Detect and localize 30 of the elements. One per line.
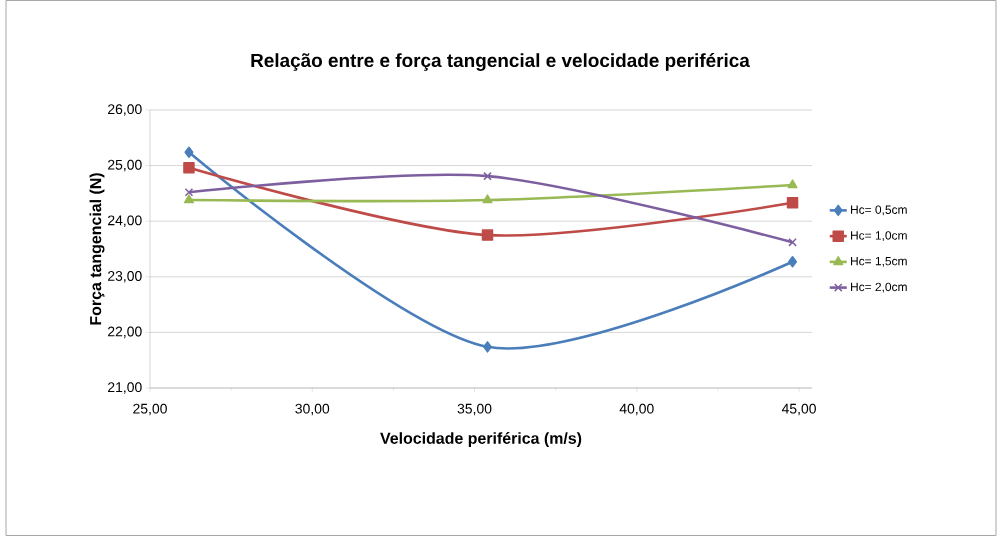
- point: [788, 238, 797, 247]
- x-tick-label: 40,00: [619, 403, 654, 416]
- y-tick-label: 22,00: [108, 326, 142, 339]
- y-tick-label: 24,00: [108, 215, 142, 227]
- x-tick-label: 45,00: [781, 403, 816, 416]
- point: [788, 256, 798, 268]
- point: [483, 171, 492, 181]
- legend-label: Hc= 1,0cm: [851, 231, 907, 242]
- point: [482, 194, 493, 204]
- y-tick-label: 23,00: [108, 271, 142, 283]
- point: [481, 229, 494, 241]
- y-tick-label: 26,00: [108, 104, 142, 116]
- x-axis-title: Velocidade periférica (m/s): [380, 432, 582, 448]
- x-tick-label: 35,00: [457, 403, 492, 416]
- point: [183, 162, 195, 174]
- point: [483, 341, 492, 353]
- point: [183, 194, 195, 204]
- legend-label: Hc= 0,5cm: [851, 205, 907, 216]
- point: [184, 187, 194, 197]
- x-tick-label: 25,00: [133, 403, 167, 416]
- y-tick-label: 21,00: [108, 382, 142, 394]
- x-tick-label: 30,00: [295, 403, 330, 416]
- point: [786, 197, 799, 209]
- point: [184, 146, 194, 158]
- chart-title: Relação entre e força tangencial e velocidade periférica: [251, 53, 750, 71]
- y-axis-title: Força tangencial (N): [89, 173, 105, 325]
- legend-label: Hc= 2,0cm: [851, 282, 907, 293]
- y-tick-label: 25,00: [108, 159, 142, 172]
- legend-label: Hc= 1,5cm: [851, 257, 907, 267]
- point: [787, 179, 798, 189]
